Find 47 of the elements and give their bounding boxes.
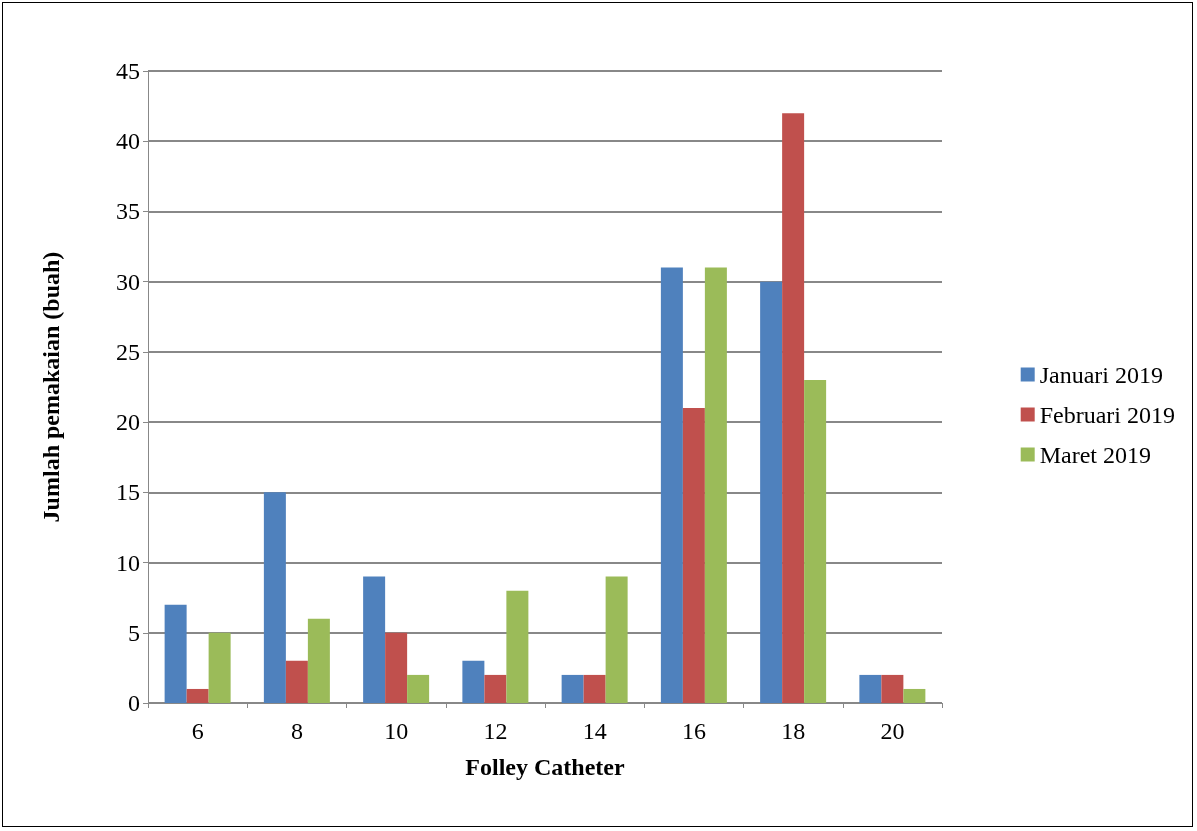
bar xyxy=(903,688,926,703)
x-tick-label: 12 xyxy=(483,718,508,744)
bar xyxy=(307,618,330,703)
bar xyxy=(285,660,308,703)
bar xyxy=(385,632,408,703)
x-tick-label: 20 xyxy=(880,718,905,744)
bar xyxy=(704,267,727,703)
y-axis-title: Jumlah pemakaian (buah) xyxy=(38,251,64,523)
bar xyxy=(804,379,827,703)
legend-label: Maret 2019 xyxy=(1039,441,1152,468)
y-tick-label: 20 xyxy=(116,409,140,436)
legend-label: Januari 2019 xyxy=(1039,361,1164,388)
bar xyxy=(760,281,783,703)
bar xyxy=(881,674,904,703)
y-tick-label: 5 xyxy=(128,619,140,646)
bar xyxy=(782,113,805,703)
y-tick-label: 25 xyxy=(116,338,140,365)
legend-label: Februari 2019 xyxy=(1039,401,1176,428)
bar xyxy=(263,492,286,703)
y-tick-label: 30 xyxy=(116,268,140,295)
bar xyxy=(186,688,209,703)
y-tick-label: 15 xyxy=(116,479,140,506)
y-tick-label: 45 xyxy=(116,58,140,84)
y-tick-label: 10 xyxy=(116,549,140,576)
y-tick-label: 35 xyxy=(116,198,140,225)
bar xyxy=(506,590,529,703)
bar xyxy=(660,267,683,703)
bar xyxy=(164,604,187,703)
bar xyxy=(363,576,386,703)
bar xyxy=(682,408,705,703)
x-axis-title: Folley Catheter xyxy=(465,754,625,780)
x-tick-label: 16 xyxy=(681,718,706,744)
bar xyxy=(407,674,430,703)
x-tick-label: 14 xyxy=(582,718,607,744)
bar xyxy=(561,674,584,703)
x-tick-label: 6 xyxy=(191,718,204,744)
bar xyxy=(859,674,882,703)
y-tick-label: 40 xyxy=(116,128,140,155)
y-tick-label: 0 xyxy=(128,690,140,716)
bar xyxy=(605,576,628,703)
x-tick-label: 10 xyxy=(384,718,409,744)
x-tick-label: 8 xyxy=(290,718,303,744)
x-tick-label: 18 xyxy=(781,718,806,744)
bar xyxy=(208,632,231,703)
bar xyxy=(462,660,485,703)
bar xyxy=(484,674,507,703)
bar xyxy=(583,674,606,703)
